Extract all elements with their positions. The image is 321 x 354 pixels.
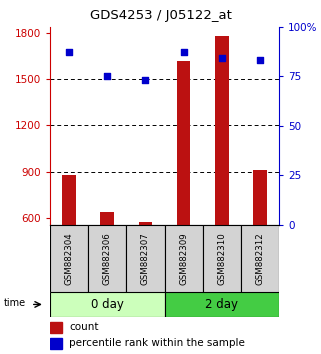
Bar [50, 225, 88, 292]
Text: percentile rank within the sample: percentile rank within the sample [69, 338, 245, 348]
Text: GSM882307: GSM882307 [141, 232, 150, 285]
Bar [139, 222, 152, 225]
Bar [177, 61, 190, 225]
Text: GSM882310: GSM882310 [217, 232, 226, 285]
Bar [50, 322, 62, 333]
Point [219, 56, 224, 61]
Bar [241, 225, 279, 292]
Text: 0 day: 0 day [91, 298, 124, 311]
Text: count: count [69, 322, 99, 332]
Bar [203, 225, 241, 292]
Point [181, 50, 186, 55]
Point [66, 50, 72, 55]
Bar [100, 212, 114, 225]
Text: GDS4253 / J05122_at: GDS4253 / J05122_at [90, 9, 231, 22]
Text: GSM882312: GSM882312 [256, 232, 265, 285]
Text: GSM882309: GSM882309 [179, 232, 188, 285]
Text: 2 day: 2 day [205, 298, 239, 311]
Point [257, 57, 263, 63]
Bar [50, 338, 62, 349]
Point [143, 77, 148, 83]
Bar [62, 175, 75, 225]
Bar [215, 36, 229, 225]
Bar [50, 292, 164, 317]
Point [105, 73, 110, 79]
Bar [164, 292, 279, 317]
Text: GSM882306: GSM882306 [103, 232, 112, 285]
Text: time: time [4, 298, 26, 308]
Bar [164, 225, 203, 292]
Text: GSM882304: GSM882304 [65, 232, 74, 285]
Bar [88, 225, 126, 292]
Bar [126, 225, 164, 292]
Bar [254, 170, 267, 225]
